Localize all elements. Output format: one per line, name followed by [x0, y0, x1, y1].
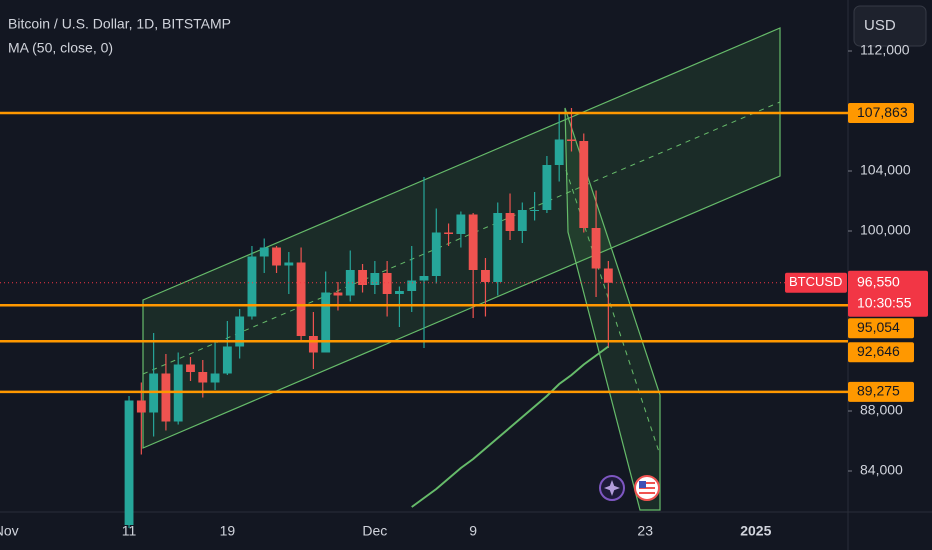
- candle-body: [259, 247, 269, 257]
- candle-body: [247, 256, 257, 317]
- candle-body: [505, 213, 515, 231]
- y-tick-label: 100,000: [860, 222, 911, 238]
- candle-body: [493, 213, 503, 282]
- currency-button-label: USD: [864, 17, 896, 34]
- candle-body: [554, 139, 564, 165]
- symbol-tag: [785, 272, 847, 293]
- candle-body: [444, 232, 454, 234]
- chart-title: Bitcoin / U.S. Dollar, 1D, BITSTAMP: [8, 16, 231, 32]
- candle-body: [345, 270, 355, 296]
- countdown-label: 10:30:55: [857, 294, 912, 310]
- flag-stripe: [639, 482, 655, 484]
- x-tick-label: 11: [122, 523, 137, 539]
- event-icon-star: [604, 480, 620, 496]
- x-tick-label: 2025: [740, 523, 771, 539]
- indicator-legend: MA (50, close, 0): [8, 40, 113, 56]
- flag-stripe: [639, 487, 655, 489]
- x-tick-label: 9: [469, 523, 477, 539]
- candle-body: [321, 292, 331, 353]
- candle-body: [567, 139, 576, 141]
- currency-button[interactable]: [853, 5, 927, 47]
- candle-body: [235, 316, 245, 347]
- candle-body: [468, 214, 478, 270]
- flag-canton: [639, 481, 646, 488]
- flag-stripe: [639, 492, 655, 494]
- price-label: 96,550: [857, 273, 900, 289]
- candle-body: [591, 228, 601, 269]
- y-tick-label: 84,000: [860, 462, 903, 478]
- price-tag: [848, 270, 928, 317]
- price-level-label: 89,275: [857, 383, 900, 399]
- candle-body: [517, 210, 527, 231]
- candle-body: [308, 336, 318, 353]
- candle-body: [542, 165, 552, 210]
- x-tick-label: Nov: [0, 523, 19, 539]
- candle-body: [579, 141, 589, 228]
- candle-body: [210, 373, 220, 383]
- rising-channel: [142, 27, 781, 449]
- falling-channel: [564, 107, 661, 511]
- y-tick-label: 104,000: [860, 162, 911, 178]
- price-level-label: 95,054: [857, 319, 900, 335]
- candle-body: [222, 346, 232, 374]
- candle-body: [382, 273, 392, 294]
- candle-body: [198, 372, 208, 383]
- price-level-tag: [848, 318, 914, 339]
- candle-body: [296, 262, 306, 336]
- symbol-label: BTCUSD: [789, 274, 842, 289]
- candle-body: [124, 400, 134, 525]
- y-tick-label: 112,000: [860, 42, 910, 58]
- candle-body: [186, 364, 195, 372]
- candle-body: [284, 262, 294, 266]
- x-tick-label: 19: [220, 523, 236, 539]
- candle-body: [370, 273, 380, 285]
- candle-body: [407, 280, 417, 291]
- candle-body: [161, 373, 171, 422]
- candle-body: [419, 276, 429, 281]
- candle-body: [272, 247, 281, 266]
- candle-body: [481, 270, 490, 282]
- price-level-tag: [848, 103, 914, 124]
- x-tick-label: 23: [637, 523, 653, 539]
- candle-body: [530, 210, 540, 211]
- candle-body: [603, 268, 613, 283]
- candle-body: [394, 291, 404, 294]
- candle-body: [358, 270, 367, 285]
- candle-body: [431, 232, 441, 276]
- y-tick-label: 88,000: [860, 402, 903, 418]
- x-tick-label: Dec: [362, 523, 387, 539]
- price-level-tag: [848, 342, 914, 363]
- price-level-tag: [848, 381, 914, 402]
- price-level-label: 92,646: [857, 343, 900, 359]
- price-level-label: 107,863: [857, 104, 908, 120]
- candle-body: [136, 400, 146, 413]
- candle-body: [333, 292, 343, 296]
- candle-body: [456, 214, 466, 234]
- moving-average-line: [411, 345, 609, 508]
